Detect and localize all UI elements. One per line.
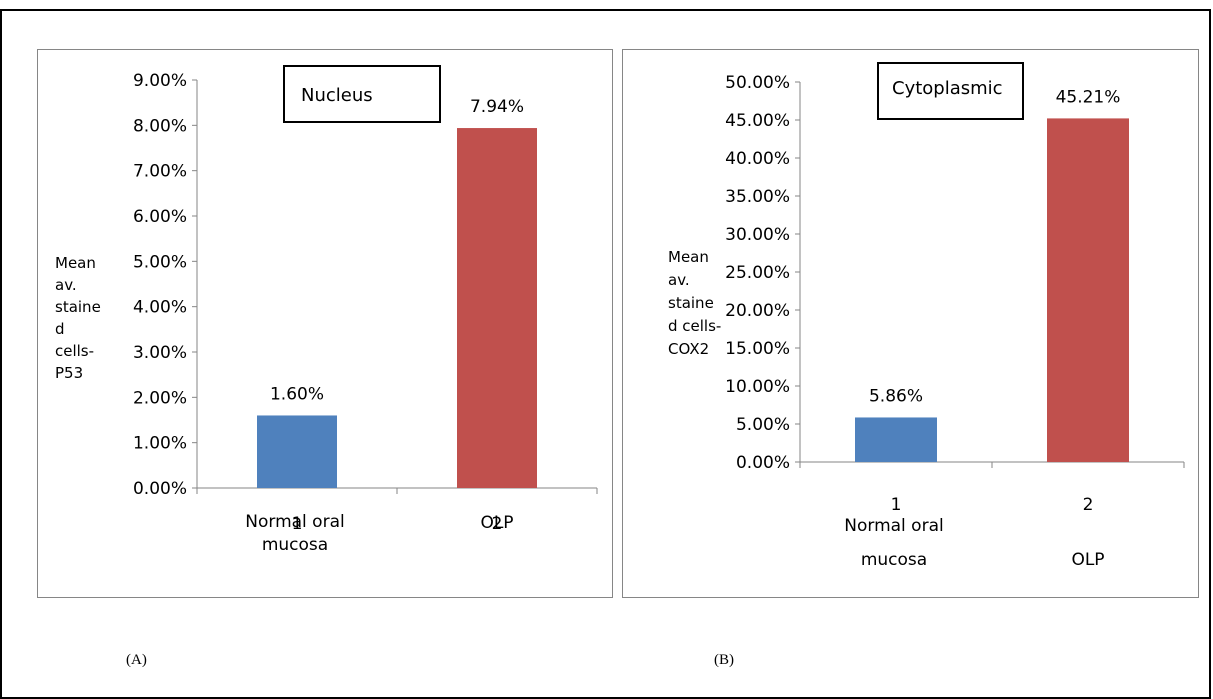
bar [1047,118,1129,463]
category-label: OLP [480,513,513,533]
y-axis-label: staine [668,294,714,312]
y-axis-label: COX2 [668,340,709,358]
y-tick-label: 6.00% [133,207,187,227]
y-tick-label: 0.00% [133,479,187,499]
y-tick-label: 20.00% [725,301,790,321]
category-label: Normal oral [245,512,344,532]
x-tick-label: 1 [891,495,902,515]
y-tick-label: 30.00% [725,225,790,245]
y-tick-label: 50.00% [725,73,790,93]
chart-panel-a: 0.00% 1.00% 2.00% 3.00% 4.00% 5.00% 6.00% 7.00%… [37,49,613,598]
y-tick-label: 9.00% [133,71,187,91]
category-label: Normal oral [844,516,943,536]
panel-caption-b: (B) [714,652,734,668]
chart-title: Cytoplasmic [892,78,1003,99]
y-axis-label: Mean [55,254,96,272]
y-tick-label: 10.00% [725,377,790,397]
y-tick-label: 45.00% [725,111,790,131]
y-axis-label: av. [668,271,690,289]
category-label: mucosa [262,535,328,555]
y-tick-label: 35.00% [725,187,790,207]
y-tick-label: 0.00% [736,453,790,473]
data-label: 45.21% [1056,87,1121,107]
chart-border [37,49,613,598]
data-label: 7.94% [470,97,524,117]
y-axis-label: d cells- [668,317,721,335]
y-tick-label: 8.00% [133,116,187,136]
chart-title-box [283,65,441,123]
chart-border [622,49,1199,598]
y-axis-label: staine [55,298,101,316]
data-label: 1.60% [270,384,324,404]
bar [257,415,337,488]
y-tick-label: 25.00% [725,263,790,283]
y-axis-label: Mean [668,248,709,266]
x-tick-label: 2 [492,514,503,534]
category-label: mucosa [861,550,927,570]
y-tick-label: 40.00% [725,149,790,169]
y-tick-label: 3.00% [133,343,187,363]
y-axis-label: P53 [55,364,83,382]
y-tick-label: 15.00% [725,339,790,359]
y-axis-label: av. [55,276,77,294]
data-label: 5.86% [869,386,923,406]
y-tick-label: 1.00% [133,434,187,454]
category-label: OLP [1071,550,1104,570]
chart-title-box [877,62,1024,120]
x-tick-label: 1 [292,514,303,534]
y-tick-label: 2.00% [133,388,187,408]
chart-title: Nucleus [301,85,373,106]
y-tick-label: 5.00% [133,252,187,272]
bar [855,417,937,462]
y-axis-label: cells- [55,342,94,360]
y-tick-label: 7.00% [133,162,187,182]
panel-caption-a: (A) [126,652,147,668]
y-tick-label: 5.00% [736,415,790,435]
bar [457,128,537,488]
x-tick-label: 2 [1083,495,1094,515]
y-axis-label: d [55,320,65,338]
y-tick-label: 4.00% [133,298,187,318]
chart-panel-b: 0.00% 5.00% 10.00% 15.00% 20.00% 25.00% 30.00%… [622,49,1199,598]
